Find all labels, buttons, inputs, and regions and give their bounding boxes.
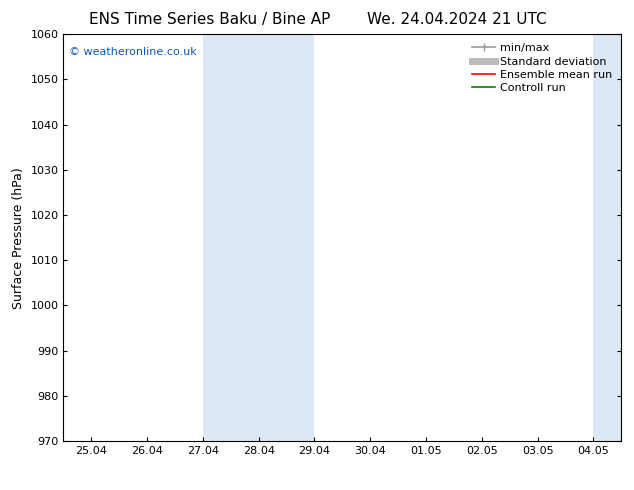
Bar bbox=[203, 34, 314, 441]
Bar bbox=[593, 34, 634, 441]
Legend: min/max, Standard deviation, Ensemble mean run, Controll run: min/max, Standard deviation, Ensemble me… bbox=[469, 40, 616, 97]
Y-axis label: Surface Pressure (hPa): Surface Pressure (hPa) bbox=[12, 167, 25, 309]
Text: We. 24.04.2024 21 UTC: We. 24.04.2024 21 UTC bbox=[366, 12, 547, 27]
Text: © weatheronline.co.uk: © weatheronline.co.uk bbox=[69, 47, 197, 56]
Text: ENS Time Series Baku / Bine AP: ENS Time Series Baku / Bine AP bbox=[89, 12, 330, 27]
